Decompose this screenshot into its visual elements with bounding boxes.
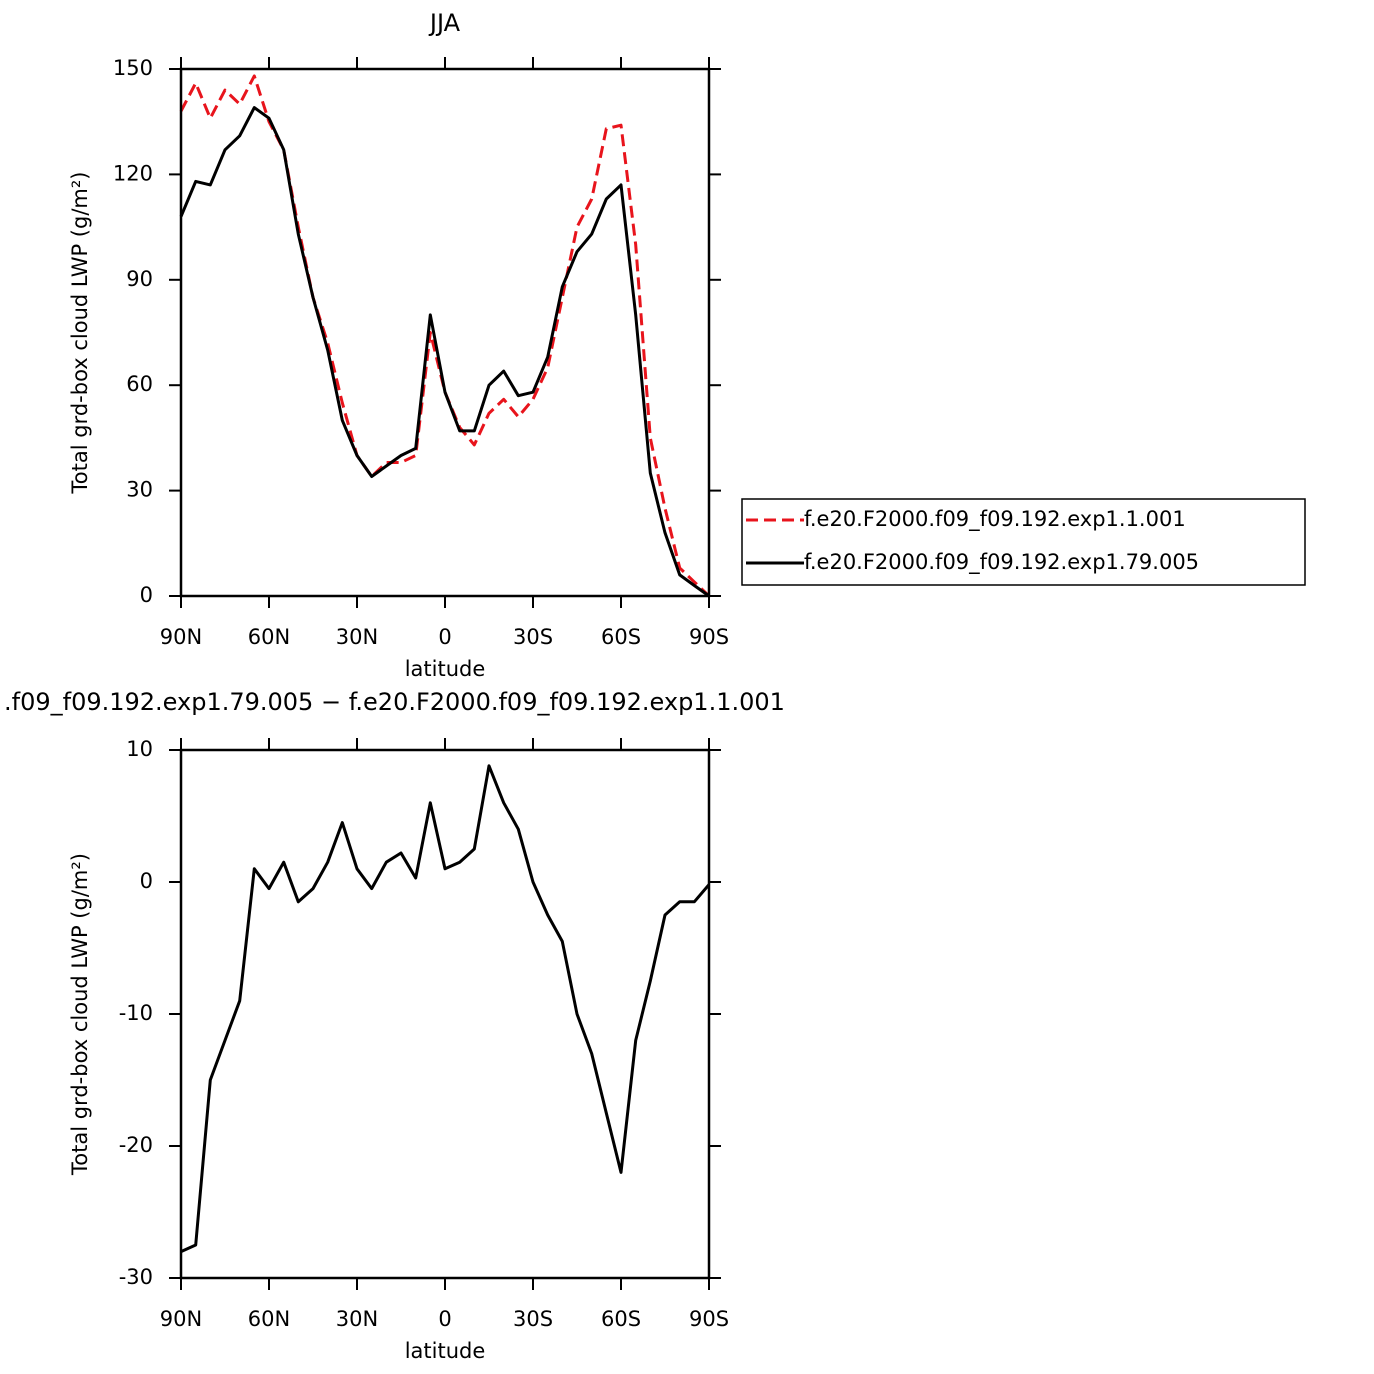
- x-tick-label: 0: [438, 625, 451, 649]
- x-tick-label: 90S: [689, 625, 729, 649]
- y-tick-label: 0: [140, 869, 153, 893]
- chart-title: .f09_f09.192.exp1.79.005 − f.e20.F2000.f…: [4, 688, 785, 716]
- chart-title: JJA: [428, 9, 461, 37]
- x-tick-label: 0: [438, 1307, 451, 1331]
- x-tick-label: 30N: [336, 625, 378, 649]
- y-tick-label: 10: [126, 737, 153, 761]
- x-axis-label: latitude: [405, 1339, 486, 1363]
- plot-frame: [179, 748, 711, 1280]
- y-tick-label: 60: [126, 372, 153, 396]
- legend-label: f.e20.F2000.f09_f09.192.exp1.79.005: [804, 550, 1199, 575]
- data-line: [179, 106, 710, 598]
- x-tick-label: 90N: [160, 1307, 202, 1331]
- x-axis-label: latitude: [405, 657, 486, 681]
- y-tick-label: 0: [140, 583, 153, 607]
- x-tick-label: 60N: [248, 625, 290, 649]
- x-tick-label: 60S: [601, 1307, 641, 1331]
- x-tick-label: 60N: [248, 1307, 290, 1331]
- y-tick-label: -10: [119, 1001, 153, 1025]
- plot-frame: [179, 67, 711, 598]
- y-tick-label: 30: [126, 478, 153, 502]
- x-tick-label: 30S: [513, 625, 553, 649]
- y-axis-label: Total grd-box cloud LWP (g/m²): [68, 853, 92, 1176]
- legend-box: [741, 498, 1306, 586]
- x-tick-label: 90N: [160, 625, 202, 649]
- y-tick-label: 90: [126, 267, 153, 291]
- y-tick-label: 150: [113, 56, 153, 80]
- y-axis-label: Total grd-box cloud LWP (g/m²): [68, 172, 92, 495]
- data-line: [179, 74, 711, 598]
- x-tick-label: 60S: [601, 625, 641, 649]
- legend-label: f.e20.F2000.f09_f09.192.exp1.1.001: [804, 507, 1186, 532]
- y-tick-label: 120: [113, 161, 153, 185]
- y-tick-label: -20: [119, 1133, 153, 1157]
- x-tick-label: 30N: [336, 1307, 378, 1331]
- x-tick-label: 90S: [689, 1307, 729, 1331]
- data-line: [180, 764, 711, 1253]
- y-tick-label: -30: [119, 1265, 153, 1289]
- x-tick-label: 30S: [513, 1307, 553, 1331]
